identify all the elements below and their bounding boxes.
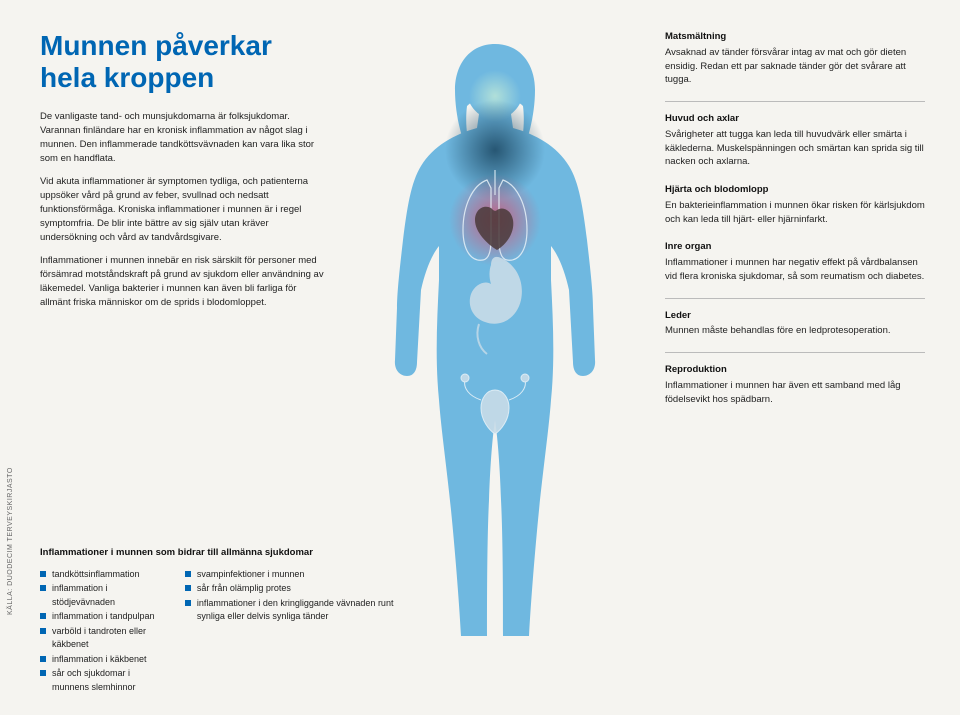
section-heading: Inre organ — [665, 240, 925, 254]
inflammations-heading: Inflammationer i munnen som bidrar till … — [40, 547, 420, 559]
section-reproduction: Reproduktion Inflammationer i munnen har… — [665, 363, 925, 406]
section-text: Munnen måste behandlas före en ledprotes… — [665, 324, 925, 338]
section-text: Inflammationer i munnen har negativ effe… — [665, 256, 925, 284]
divider — [665, 298, 925, 299]
section-joints: Leder Munnen måste behandlas före en led… — [665, 309, 925, 339]
intro-text: De vanligaste tand- och munsjukdomarna ä… — [40, 110, 325, 309]
inflammations-box: Inflammationer i munnen som bidrar till … — [40, 547, 420, 695]
section-organs: Inre organ Inflammationer i munnen har n… — [665, 240, 925, 283]
list-item: inflammation i käkbenet — [40, 653, 161, 667]
inflammations-list-2: svampinfektioner i munnen sår från olämp… — [185, 568, 420, 696]
intro-p2: Vid akuta inflammationer är symptomen ty… — [40, 175, 325, 244]
list-item: svampinfektioner i munnen — [185, 568, 420, 582]
list-item: sår från olämplig protes — [185, 582, 420, 596]
section-heading: Hjärta och blodomlopp — [665, 183, 925, 197]
list-item: varböld i tandroten eller käkbenet — [40, 625, 161, 652]
list-item: sår och sjukdomar i munnens slemhinnor — [40, 667, 161, 694]
divider — [665, 352, 925, 353]
list-item: inflammation i stödjevävnaden — [40, 582, 161, 609]
intro-p3: Inflammationer i munnen innebär en risk … — [40, 254, 325, 309]
section-heading: Huvud och axlar — [665, 112, 925, 126]
section-digestion: Matsmältning Avsaknad av tänder försvåra… — [665, 30, 925, 87]
section-heading: Reproduktion — [665, 363, 925, 377]
section-heading: Leder — [665, 309, 925, 323]
section-head-shoulders: Huvud och axlar Svårigheter att tugga ka… — [665, 112, 925, 169]
list-item: tandköttsinflammation — [40, 568, 161, 582]
section-text: Inflammationer i munnen har även ett sam… — [665, 379, 925, 407]
section-heart: Hjärta och blodomlopp En bakterieinflamm… — [665, 183, 925, 226]
section-text: Svårigheter att tugga kan leda till huvu… — [665, 128, 925, 169]
section-heading: Matsmältning — [665, 30, 925, 44]
inflammations-list-1: tandköttsinflammation inflammation i stö… — [40, 568, 161, 696]
section-text: Avsaknad av tänder försvårar intag av ma… — [665, 46, 925, 87]
effects-column: Matsmältning Avsaknad av tänder försvåra… — [665, 30, 925, 695]
source-credit: KÄLLA: DUODECIM TERVEYSKIRJASTO — [7, 467, 14, 615]
list-item: inflammationer i den kringliggande vävna… — [185, 597, 420, 624]
section-text: En bakterieinflammation i munnen ökar ri… — [665, 199, 925, 227]
list-item: inflammation i tandpulpan — [40, 610, 161, 624]
page-title: Munnen påverkar hela kroppen — [40, 30, 325, 94]
intro-p1: De vanligaste tand- och munsjukdomarna ä… — [40, 110, 325, 165]
divider — [665, 101, 925, 102]
